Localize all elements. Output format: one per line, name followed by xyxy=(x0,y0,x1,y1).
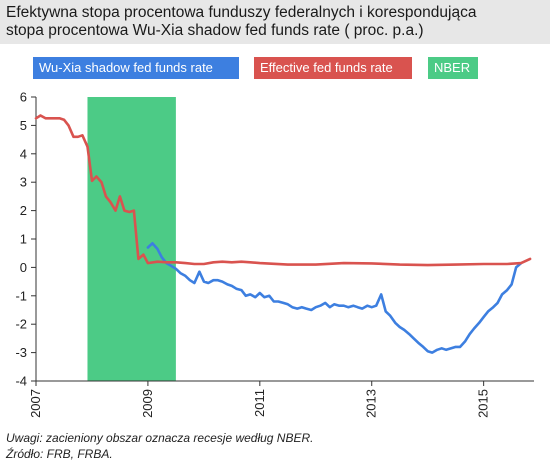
legend-effective-rate: Effective fed funds rate xyxy=(254,57,412,79)
chart-title-line-1: Efektywna stopa procentowa funduszy fede… xyxy=(6,4,477,21)
x-tick-label-1: 2009 xyxy=(140,389,155,418)
note-source: Źródło: FRB, FRBA. xyxy=(6,447,113,461)
series-line-effective-rate xyxy=(34,114,532,267)
y-tick-label-2: 4 xyxy=(20,146,27,161)
y-tick-label-1: 5 xyxy=(20,118,27,133)
x-tick-label-2: 2011 xyxy=(252,389,267,417)
y-tick-label-6: 0 xyxy=(20,260,27,275)
y-tick-label-7: -1 xyxy=(15,288,27,303)
y-tick-label-4: 2 xyxy=(20,203,27,218)
y-tick-label-9: -3 xyxy=(15,345,27,360)
chart-title-line-2: stopa procentowa Wu-Xia shadow fed funds… xyxy=(6,22,424,39)
chart-notes: Uwagi: zacieniony obszar oznacza recesje… xyxy=(6,430,313,462)
legend-nber: NBER xyxy=(428,57,478,79)
y-tick-label-10: -4 xyxy=(15,374,27,389)
y-tick-label-8: -2 xyxy=(15,317,27,332)
series-line-shadow-rate xyxy=(146,242,523,354)
x-tick-label-0: 2007 xyxy=(28,389,43,418)
legend-shadow-rate: Wu-Xia shadow fed funds rate xyxy=(33,57,239,79)
y-tick-label-5: 1 xyxy=(20,232,27,247)
x-tick-label-4: 2015 xyxy=(476,389,491,418)
y-tick-label-0: 6 xyxy=(20,90,27,105)
note-recession: Uwagi: zacieniony obszar oznacza recesje… xyxy=(6,431,314,445)
recession-band xyxy=(87,97,176,381)
x-tick-label-3: 2013 xyxy=(364,389,379,418)
chart-title: Efektywna stopa procentowa funduszy fede… xyxy=(0,0,550,44)
y-tick-label-3: 3 xyxy=(20,175,27,190)
